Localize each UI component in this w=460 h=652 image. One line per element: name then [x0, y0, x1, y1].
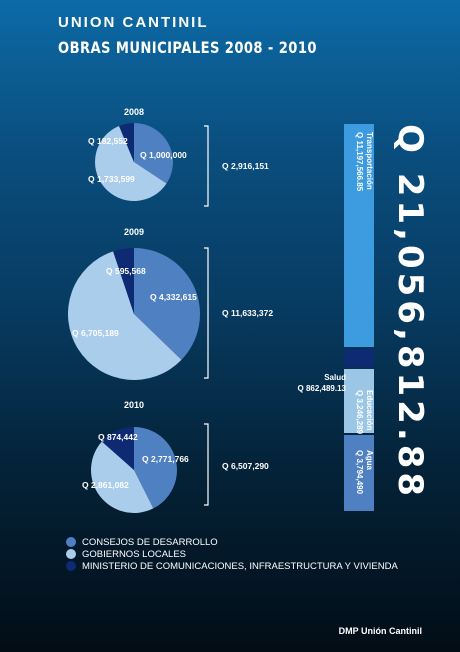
- pie-value-label: Q 4,332,615: [150, 292, 197, 302]
- legend-label: GOBIERNOS LOCALES: [82, 548, 187, 560]
- bar-label-educacion: Educación Q 3,246,289: [355, 390, 374, 435]
- legend: CONSEJOS DE DESARROLLO GOBIERNOS LOCALES…: [66, 536, 398, 572]
- footer-credit: DMP Unión Cantinil: [338, 626, 422, 636]
- page-subtitle: OBRAS MUNICIPALES 2008 - 2010: [58, 38, 317, 57]
- legend-label: MINISTERIO DE COMUNICACIONES, INFRAESTRU…: [82, 560, 398, 572]
- legend-swatch: [66, 549, 76, 559]
- total-bracket: [204, 247, 209, 379]
- pie-slice-ministerio: [119, 123, 134, 162]
- bar-label-transportacion: Transportación Q 11,197,566.85: [355, 132, 374, 192]
- pie-total-label: Q 2,916,151: [222, 161, 269, 171]
- total-bracket: [204, 125, 209, 207]
- pie-slice-consejos: [134, 427, 178, 509]
- pie-value-label: Q 874,442: [98, 432, 138, 442]
- legend-label: CONSEJOS DE DESARROLLO: [82, 536, 218, 548]
- pie-slice-ministerio: [101, 426, 134, 470]
- total-bar-panel: Transportación Q 11,197,566.85 Educación…: [330, 124, 414, 511]
- pie-slice-gobiernos: [94, 125, 167, 201]
- grand-total: Q 21,056,812.88: [390, 124, 430, 501]
- pie-slice-gobiernos: [90, 441, 154, 513]
- pie-year-label: 2010: [124, 400, 144, 410]
- pie-slice-consejos: [134, 123, 173, 184]
- pie-value-label: Q 1,000,000: [140, 150, 187, 160]
- legend-item-gobiernos: GOBIERNOS LOCALES: [66, 548, 398, 560]
- pie-slice-ministerio: [113, 248, 134, 314]
- pie-slice-gobiernos: [68, 251, 182, 381]
- bar-segment-transportacion: [344, 124, 374, 348]
- pie-value-label: Q 2,861,082: [82, 480, 129, 490]
- pie-value-label: Q 6,705,189: [72, 328, 119, 338]
- pie-value-label: Q 182,552: [88, 136, 128, 146]
- legend-swatch: [66, 561, 76, 571]
- bar-segment-agua: [344, 435, 374, 511]
- pie-total-label: Q 6,507,290: [222, 461, 269, 471]
- pie-value-label: Q 595,568: [106, 266, 146, 276]
- pie-total-label: Q 11,633,372: [222, 308, 273, 318]
- bar-label-agua: Agua Q 3,794,490: [355, 450, 374, 495]
- legend-item-consejos: CONSEJOS DE DESARROLLO: [66, 536, 398, 548]
- bar-segment-salud: [344, 349, 374, 367]
- bar-label-salud: Salud Q 862,489.13: [297, 373, 346, 393]
- legend-swatch: [66, 537, 76, 547]
- total-bracket: [204, 423, 209, 506]
- pie-slice-consejos: [134, 248, 201, 360]
- pie-value-label: Q 1,733,599: [88, 174, 135, 184]
- legend-item-ministerio: MINISTERIO DE COMUNICACIONES, INFRAESTRU…: [66, 560, 398, 572]
- pie-value-label: Q 2,771,766: [142, 454, 189, 464]
- page-title: UNION CANTINIL: [58, 14, 209, 31]
- pie-year-label: 2008: [124, 107, 144, 117]
- bar-segment-educacion: [344, 368, 374, 434]
- pie-year-label: 2009: [124, 227, 144, 237]
